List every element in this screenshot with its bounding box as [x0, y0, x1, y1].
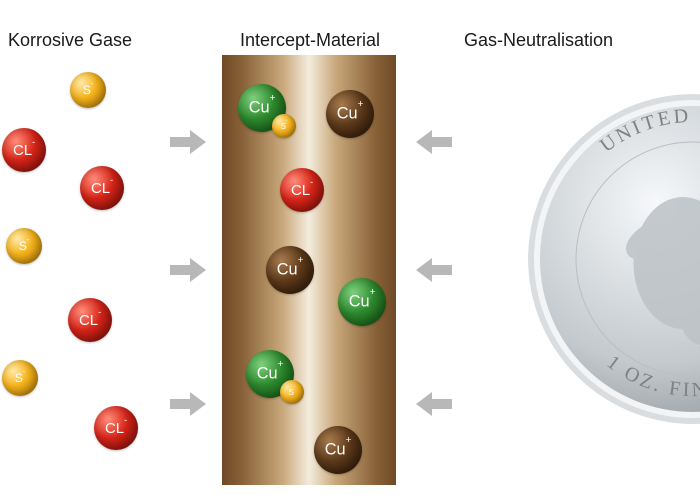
ion-label: CL- [291, 181, 313, 199]
s-ion: S- [280, 380, 304, 404]
cl-ion: CL- [68, 298, 112, 342]
header-left: Korrosive Gase [8, 30, 132, 51]
header-center: Intercept-Material [240, 30, 380, 51]
cu-g-ion: Cu+ [338, 278, 386, 326]
cu-b-ion: Cu+ [266, 246, 314, 294]
ion-label: Cu+ [349, 292, 376, 311]
ion-label: CL- [105, 419, 127, 437]
cu-g-ion: Cu+ S- [246, 350, 294, 398]
ion-label: CL- [91, 179, 113, 197]
header-right: Gas-Neutralisation [464, 30, 613, 51]
flow-arrow-left [416, 392, 452, 416]
cl-ion: CL- [280, 168, 324, 212]
flow-arrow-right [170, 258, 206, 282]
silver-coin: UNITED STATES 1 OZ. FINE SILV [528, 94, 700, 424]
ion-label: Cu+ [337, 104, 364, 123]
s-ion: S- [70, 72, 106, 108]
ion-label: Cu+ [325, 440, 352, 459]
s-ion: S- [6, 228, 42, 264]
flow-arrow-right [170, 392, 206, 416]
flow-arrow-left [416, 130, 452, 154]
ion-label: Cu+ [257, 364, 284, 383]
ion-label: S- [19, 238, 30, 253]
cl-ion: CL- [94, 406, 138, 450]
cu-b-ion: Cu+ [314, 426, 362, 474]
ion-label: S- [288, 388, 295, 397]
ion-label: CL- [13, 141, 35, 159]
ion-label: S- [83, 82, 94, 97]
flow-arrow-left [416, 258, 452, 282]
s-ion: S- [272, 114, 296, 138]
cu-g-ion: Cu+ S- [238, 84, 286, 132]
cl-ion: CL- [80, 166, 124, 210]
ion-label: S- [15, 370, 26, 385]
cl-ion: CL- [2, 128, 46, 172]
ion-label: Cu+ [277, 260, 304, 279]
ion-label: CL- [79, 311, 101, 329]
s-ion: S- [2, 360, 38, 396]
flow-arrow-right [170, 130, 206, 154]
ion-label: Cu+ [249, 98, 276, 117]
ion-label: S- [280, 122, 287, 131]
cu-b-ion: Cu+ [326, 90, 374, 138]
